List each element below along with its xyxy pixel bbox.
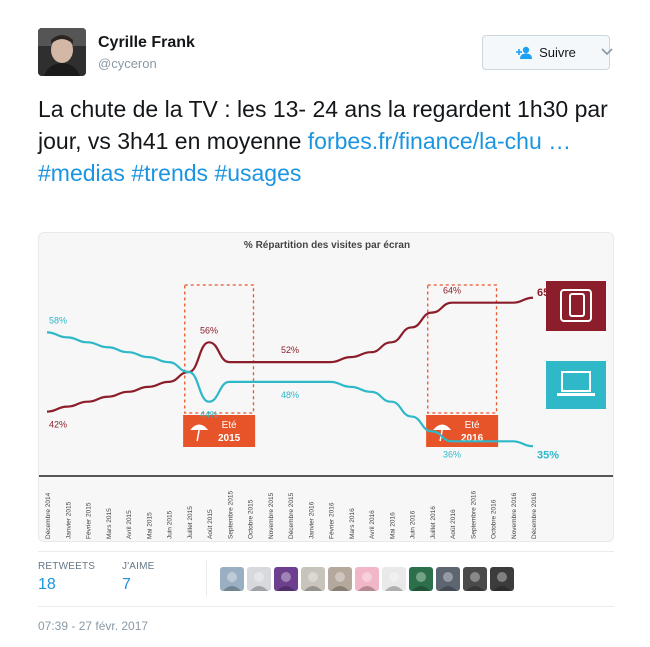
divider (38, 551, 614, 552)
summer-year: 2016 (461, 433, 484, 444)
user-name[interactable]: Cyrille Frank (98, 34, 195, 51)
umbrella-icon (433, 424, 452, 430)
x-tick-label: Septembre 2015 (227, 491, 234, 539)
liker-avatar[interactable] (274, 567, 298, 591)
x-tick-label: Mai 2015 (146, 512, 153, 539)
x-tick-label: Décembre 2015 (288, 492, 295, 539)
divider (206, 560, 207, 596)
liker-avatar[interactable] (301, 567, 325, 591)
x-tick-label: Novembre 2015 (268, 492, 275, 539)
data-label: 48% (281, 390, 299, 400)
hashtag-trends[interactable]: #trends (131, 160, 209, 186)
retweets-count: 18 (38, 576, 56, 593)
series-line-0 (46, 296, 534, 413)
user-handle[interactable]: @cyceron (98, 56, 157, 71)
x-tick-label: Novembre 2016 (511, 492, 518, 539)
data-label: 52% (281, 345, 299, 355)
umbrella-icon (196, 429, 200, 442)
chart-title: % Répartition des visites par écran (244, 240, 410, 251)
tablet-icon (560, 289, 592, 322)
summer-label: Eté (465, 420, 480, 431)
monitor-base-icon (557, 393, 595, 396)
tweet-media-chart[interactable]: % Répartition des visites par écran Eté 20… (38, 232, 614, 542)
data-label: 44% (200, 410, 218, 420)
x-tick-label: Août 2015 (207, 509, 214, 539)
summer-highlight-box (184, 284, 255, 414)
x-tick-label: Décembre 2014 (45, 492, 52, 539)
line-chart: % Répartition des visites par écran Eté 20… (39, 240, 613, 539)
x-tick-label: Février 2016 (329, 502, 336, 539)
x-tick-label: Octobre 2016 (491, 499, 498, 539)
retweets-stat[interactable]: RETWEETS 18 (38, 561, 95, 594)
x-tick-label: Septembre 2016 (470, 491, 477, 539)
hashtag-medias[interactable]: #medias (38, 160, 125, 186)
divider (38, 606, 614, 607)
x-tick-label: Décembre 2016 (531, 492, 538, 539)
x-tick-label: Mars 2016 (349, 508, 356, 539)
follow-button-label: Suivre (539, 45, 576, 60)
liker-avatar[interactable] (247, 567, 271, 591)
x-tick-label: Mai 2016 (389, 512, 396, 539)
tweet-text: La chute de la TV : les 13- 24 ans la re… (38, 93, 638, 189)
x-tick-label: Juillet 2015 (187, 506, 194, 539)
likers-avatars (220, 567, 514, 591)
data-label: 35% (537, 449, 559, 461)
liker-avatar[interactable] (409, 567, 433, 591)
follow-button[interactable]: Suivre (482, 35, 610, 70)
x-tick-label: Juillet 2016 (430, 506, 437, 539)
x-tick-label: Octobre 2015 (248, 499, 255, 539)
data-label: 42% (49, 420, 67, 430)
x-tick-label: Juin 2016 (410, 510, 417, 539)
tweet-timestamp[interactable]: 07:39 - 27 févr. 2017 (38, 619, 149, 633)
series-line-1 (46, 331, 534, 448)
tweet-body: La chute de la TV : les 13- 24 ans la re… (38, 96, 608, 154)
summer-badge (183, 415, 256, 447)
x-tick-label: Avril 2016 (369, 510, 376, 539)
liker-avatar[interactable] (382, 567, 406, 591)
summer-year: 2015 (218, 433, 241, 444)
desktop-icon (546, 361, 606, 409)
liker-avatar[interactable] (220, 567, 244, 591)
tweet-link[interactable]: forbes.fr/finance/la-chu … (307, 128, 572, 154)
x-tick-label: Janvier 2015 (65, 501, 72, 539)
x-tick-label: Mars 2015 (106, 508, 113, 539)
monitor-icon (561, 371, 591, 392)
likes-count: 7 (122, 576, 131, 593)
hashtag-usages[interactable]: #usages (214, 160, 302, 186)
data-label: 36% (443, 449, 461, 459)
add-user-icon (516, 46, 533, 59)
likes-label: J'AIME (122, 561, 155, 572)
x-tick-label: Février 2015 (86, 502, 93, 539)
chevron-down-icon[interactable] (600, 44, 614, 58)
x-tick-label: Janvier 2016 (308, 501, 315, 539)
data-label: 58% (49, 315, 67, 325)
x-tick-label: Avril 2015 (126, 510, 133, 539)
likes-stat[interactable]: J'AIME 7 (122, 561, 155, 594)
data-label: 64% (443, 286, 461, 296)
retweets-label: RETWEETS (38, 561, 96, 572)
summer-highlight-box (427, 284, 498, 414)
user-avatar[interactable] (38, 28, 86, 76)
liker-avatar[interactable] (355, 567, 379, 591)
summer-label: Eté (222, 420, 237, 431)
liker-avatar[interactable] (328, 567, 352, 591)
phone-icon (569, 293, 585, 317)
umbrella-icon (190, 424, 209, 430)
liker-avatar[interactable] (490, 567, 514, 591)
x-tick-label: Juin 2015 (167, 510, 174, 539)
liker-avatar[interactable] (436, 567, 460, 591)
data-label: 56% (200, 325, 218, 335)
x-tick-label: Août 2016 (450, 509, 457, 539)
liker-avatar[interactable] (463, 567, 487, 591)
